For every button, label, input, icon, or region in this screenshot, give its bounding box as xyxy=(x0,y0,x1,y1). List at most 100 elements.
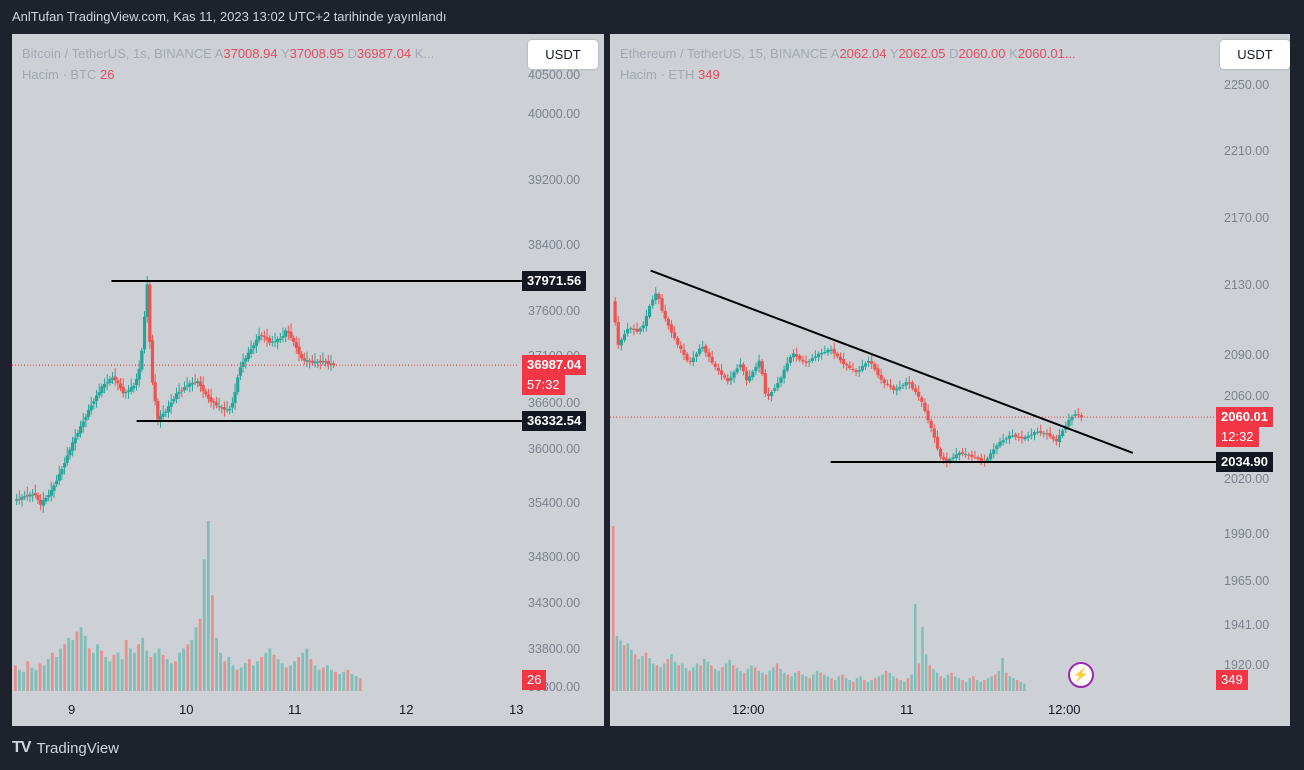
btc-candle xyxy=(97,383,101,399)
eth-candle xyxy=(1010,429,1015,438)
btc-chart-panel[interactable]: Bitcoin / TetherUS, 1s, BINANCE A37008.9… xyxy=(12,34,604,726)
eth-candle xyxy=(1035,427,1040,435)
eth-volume-bar xyxy=(855,678,859,691)
btc-volume-bar xyxy=(67,637,71,691)
eth-candle xyxy=(901,383,905,390)
btc-candle xyxy=(60,466,64,480)
eth-volume-bar xyxy=(779,669,782,691)
btc-candle xyxy=(225,401,229,414)
lightning-icon[interactable]: ⚡ xyxy=(1068,662,1094,688)
btc-volume-bar xyxy=(71,640,75,691)
btc-candle xyxy=(332,360,336,368)
eth-volume-bar xyxy=(790,676,793,691)
eth-volume-bar xyxy=(917,663,921,691)
eth-candle xyxy=(1026,431,1030,442)
btc-y-tick-label: 37600.00 xyxy=(528,304,581,318)
eth-candle xyxy=(1067,413,1071,431)
btc-volume-bar xyxy=(55,657,58,691)
eth-volume-bar xyxy=(735,668,739,691)
btc-candle xyxy=(174,387,179,404)
eth-candle xyxy=(688,356,692,365)
btc-volume-bar xyxy=(305,648,309,691)
eth-candle xyxy=(823,345,827,355)
btc-volume-bar xyxy=(194,627,198,691)
btc-volume-bar xyxy=(264,652,268,691)
eth-volume-bar xyxy=(786,674,790,691)
btc-candle xyxy=(265,328,269,347)
eth-candle xyxy=(638,326,642,335)
eth-volume-bar xyxy=(615,636,619,691)
eth-volume-bar xyxy=(1001,658,1004,691)
btc-candle xyxy=(31,488,35,502)
eth-candle xyxy=(1042,431,1046,438)
eth-volume-bar xyxy=(895,678,899,691)
btc-candle xyxy=(276,336,280,350)
eth-candle xyxy=(879,368,883,384)
eth-candle xyxy=(748,370,752,384)
btc-candle xyxy=(313,352,317,368)
eth-volume-bar xyxy=(746,669,750,691)
eth-volume-bar xyxy=(783,672,786,691)
eth-chart-panel[interactable]: Ethereum / TetherUS, 15, BINANCE A2062.0… xyxy=(610,34,1290,726)
btc-candle xyxy=(28,491,32,503)
btc-volume-bar xyxy=(313,665,317,691)
btc-volume-bar xyxy=(157,648,161,691)
eth-volume-bar xyxy=(793,672,797,691)
btc-candle xyxy=(102,378,107,394)
eth-candle xyxy=(682,343,686,360)
eth-candle xyxy=(926,404,930,424)
btc-candle xyxy=(118,377,123,392)
btc-candle xyxy=(284,327,288,343)
btc-candle xyxy=(20,493,24,507)
btc-y-tick-label: 38400.00 xyxy=(528,238,581,252)
btc-volume-bar xyxy=(346,669,350,691)
publication-header: AnlTufan TradingView.com, Kas 11, 2023 1… xyxy=(12,9,447,24)
eth-candle xyxy=(935,430,940,451)
eth-candle xyxy=(701,340,705,352)
btc-candle xyxy=(294,336,298,354)
eth-candle xyxy=(857,365,861,377)
btc-open: 37008.94 xyxy=(223,46,278,61)
eth-candle xyxy=(616,315,620,349)
btc-volume-bar xyxy=(50,652,54,691)
eth-volume-bar xyxy=(1012,678,1015,691)
btc-candle xyxy=(230,397,235,414)
eth-chart-canvas[interactable] xyxy=(610,34,1290,726)
btc-chart-canvas[interactable] xyxy=(12,34,604,726)
btc-volume-bar xyxy=(104,657,108,691)
btc-volume-bar xyxy=(276,659,280,691)
eth-volume-bar xyxy=(924,654,928,691)
eth-candle xyxy=(810,353,814,364)
btc-volume-bar xyxy=(133,652,136,691)
btc-candle xyxy=(254,334,258,353)
btc-candle xyxy=(49,481,53,502)
btc-volume-bar xyxy=(137,644,140,691)
btc-y-tick-label: 40500.00 xyxy=(528,68,581,82)
eth-candle xyxy=(1004,436,1008,444)
btc-candle xyxy=(188,380,192,393)
eth-volume-bar xyxy=(812,674,815,691)
eth-volume-bar xyxy=(994,674,997,691)
eth-candle xyxy=(644,309,649,332)
eth-candle xyxy=(694,351,699,363)
eth-candle xyxy=(863,361,868,370)
eth-volume-bar xyxy=(713,669,717,691)
eth-candle xyxy=(723,373,727,380)
btc-candle xyxy=(17,490,21,505)
eth-volume-bar xyxy=(750,665,753,691)
eth-candle xyxy=(798,353,802,362)
eth-candle xyxy=(666,316,670,330)
eth-candle xyxy=(698,344,702,357)
eth-volume-bar xyxy=(943,678,946,691)
eth-volume-bar xyxy=(753,667,757,691)
btc-candle xyxy=(15,493,19,506)
btc-currency-button[interactable]: USDT xyxy=(528,40,598,69)
eth-volume-bar xyxy=(681,663,684,691)
eth-candle xyxy=(920,395,924,408)
eth-candle xyxy=(870,354,874,369)
eth-volume-bar xyxy=(957,678,961,691)
eth-currency-button[interactable]: USDT xyxy=(1220,40,1290,69)
btc-candle xyxy=(318,355,322,370)
eth-candle xyxy=(719,364,724,381)
eth-volume-bar xyxy=(859,676,862,691)
